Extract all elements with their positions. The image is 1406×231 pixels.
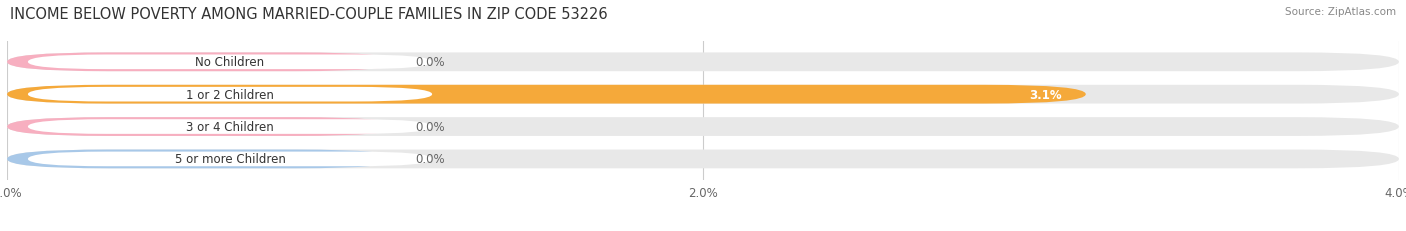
FancyBboxPatch shape [7,118,398,136]
Text: 0.0%: 0.0% [415,153,444,166]
Text: INCOME BELOW POVERTY AMONG MARRIED-COUPLE FAMILIES IN ZIP CODE 53226: INCOME BELOW POVERTY AMONG MARRIED-COUPL… [10,7,607,22]
Text: 3 or 4 Children: 3 or 4 Children [186,121,274,134]
Text: No Children: No Children [195,56,264,69]
FancyBboxPatch shape [7,118,1399,136]
Text: Source: ZipAtlas.com: Source: ZipAtlas.com [1285,7,1396,17]
FancyBboxPatch shape [28,55,432,70]
FancyBboxPatch shape [7,85,1399,104]
FancyBboxPatch shape [7,150,1399,169]
FancyBboxPatch shape [7,53,1399,72]
FancyBboxPatch shape [28,152,432,167]
Text: 3.1%: 3.1% [1029,88,1062,101]
Text: 0.0%: 0.0% [415,121,444,134]
Text: 5 or more Children: 5 or more Children [174,153,285,166]
FancyBboxPatch shape [28,120,432,134]
Text: 0.0%: 0.0% [415,56,444,69]
FancyBboxPatch shape [7,53,398,72]
FancyBboxPatch shape [28,88,432,102]
FancyBboxPatch shape [7,85,1085,104]
FancyBboxPatch shape [7,150,398,169]
Text: 1 or 2 Children: 1 or 2 Children [186,88,274,101]
